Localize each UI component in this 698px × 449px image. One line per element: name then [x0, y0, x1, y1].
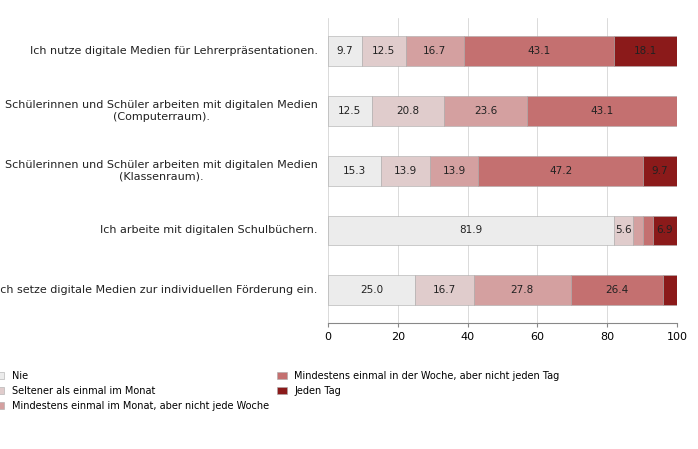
Text: Schülerinnen und Schüler arbeiten mit digitalen Medien
(Klassenraum).: Schülerinnen und Schüler arbeiten mit di… — [5, 160, 318, 181]
Text: 43.1: 43.1 — [591, 106, 614, 116]
Bar — [614, 36, 677, 66]
Text: 5.6: 5.6 — [616, 225, 632, 235]
Text: 16.7: 16.7 — [423, 46, 446, 56]
Bar — [415, 275, 473, 305]
Bar — [662, 275, 677, 305]
Bar — [526, 96, 677, 126]
Bar — [644, 156, 677, 185]
Text: 43.1: 43.1 — [528, 46, 551, 56]
Bar — [643, 216, 653, 246]
Text: 13.9: 13.9 — [443, 166, 466, 176]
Bar — [653, 216, 677, 246]
Bar — [381, 156, 430, 185]
Text: 6.9: 6.9 — [657, 225, 674, 235]
Text: 16.7: 16.7 — [433, 286, 456, 295]
Text: 13.9: 13.9 — [394, 166, 417, 176]
Text: Ich arbeite mit digitalen Schulbüchern.: Ich arbeite mit digitalen Schulbüchern. — [100, 225, 318, 235]
Text: Ich nutze digitale Medien für Lehrerpräsentationen.: Ich nutze digitale Medien für Lehrerpräs… — [29, 46, 318, 56]
Bar — [430, 156, 478, 185]
Bar — [328, 275, 415, 305]
Bar — [633, 216, 643, 246]
Text: Ich setze digitale Medien zur individuellen Förderung ein.: Ich setze digitale Medien zur individuel… — [0, 286, 318, 295]
Text: 20.8: 20.8 — [396, 106, 419, 116]
Bar — [328, 156, 381, 185]
Bar — [406, 36, 463, 66]
Bar — [479, 156, 644, 185]
Bar — [473, 275, 570, 305]
Text: 15.3: 15.3 — [343, 166, 366, 176]
Bar — [362, 36, 406, 66]
Bar — [371, 96, 444, 126]
Text: 26.4: 26.4 — [605, 286, 628, 295]
Bar — [328, 96, 371, 126]
Bar — [463, 36, 614, 66]
Bar — [614, 216, 633, 246]
Bar — [444, 96, 526, 126]
Text: 47.2: 47.2 — [549, 166, 572, 176]
Bar — [328, 36, 362, 66]
Text: 81.9: 81.9 — [459, 225, 482, 235]
Text: 9.7: 9.7 — [336, 46, 353, 56]
Text: 18.1: 18.1 — [634, 46, 658, 56]
Text: 25.0: 25.0 — [360, 286, 383, 295]
Text: 12.5: 12.5 — [372, 46, 395, 56]
Text: 27.8: 27.8 — [510, 286, 534, 295]
Bar — [328, 216, 614, 246]
Text: Schülerinnen und Schüler arbeiten mit digitalen Medien
(Computerraum).: Schülerinnen und Schüler arbeiten mit di… — [5, 100, 318, 122]
Bar — [571, 275, 662, 305]
Legend: Nie, Seltener als einmal im Monat, Mindestens einmal im Monat, aber nicht jede W: Nie, Seltener als einmal im Monat, Minde… — [0, 371, 560, 410]
Text: 12.5: 12.5 — [339, 106, 362, 116]
Text: 23.6: 23.6 — [474, 106, 497, 116]
Text: 9.7: 9.7 — [652, 166, 669, 176]
